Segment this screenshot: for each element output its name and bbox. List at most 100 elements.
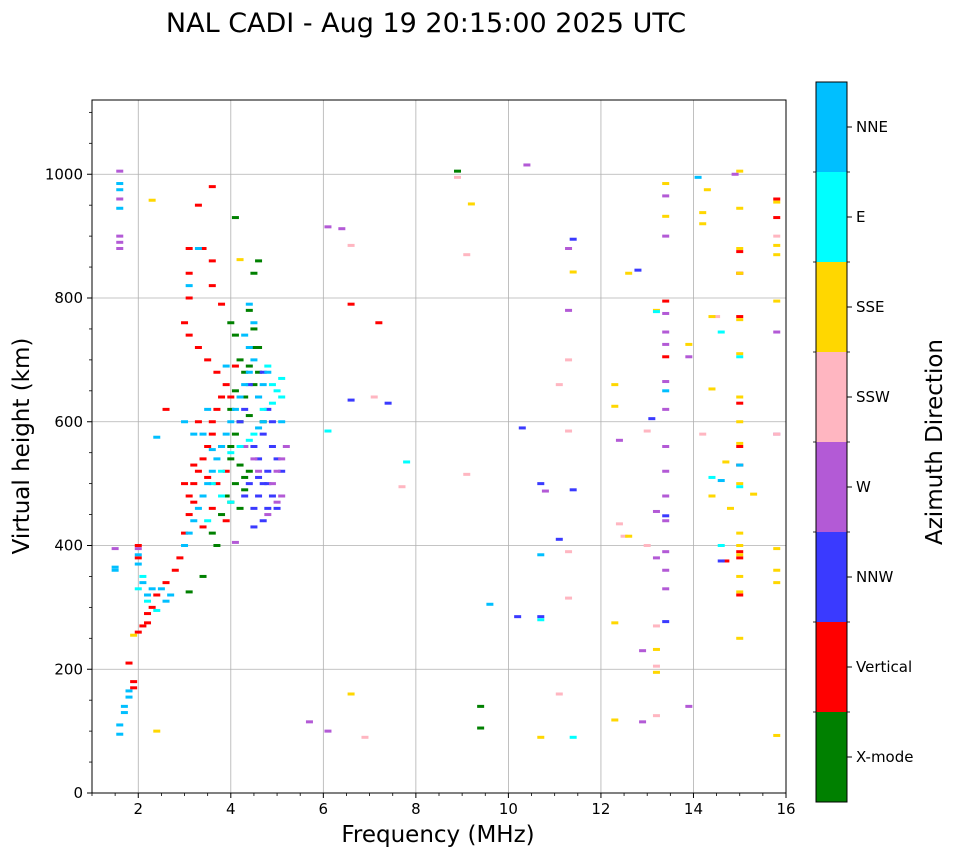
data-point [250, 506, 258, 510]
data-point [153, 435, 161, 439]
data-point [199, 525, 207, 529]
colorbar-tick-label: X-mode [856, 748, 913, 766]
data-point [625, 271, 633, 275]
data-point [162, 581, 170, 585]
data-point [153, 729, 161, 733]
data-point [736, 247, 744, 250]
data-point [241, 383, 249, 387]
data-point [537, 735, 545, 739]
data-point [699, 211, 707, 215]
data-point [213, 407, 221, 411]
data-point [125, 689, 133, 693]
data-point [273, 500, 281, 504]
data-point [116, 182, 124, 186]
data-point [361, 735, 369, 739]
data-point [634, 268, 642, 272]
data-point [541, 489, 549, 493]
data-point [324, 225, 332, 229]
data-point [736, 352, 744, 356]
data-point [264, 482, 272, 486]
data-point [773, 197, 781, 201]
data-point [199, 457, 207, 461]
data-point [227, 500, 235, 504]
data-point [218, 513, 226, 517]
data-point [347, 398, 355, 402]
data-point [250, 346, 258, 349]
data-point [236, 395, 244, 399]
data-point [213, 457, 221, 461]
x-tick-label: 14 [684, 800, 703, 818]
data-point [218, 395, 226, 399]
data-point [144, 612, 152, 616]
data-point [213, 370, 221, 374]
data-point [268, 383, 276, 387]
data-point [273, 389, 281, 393]
data-point [773, 568, 781, 572]
data-point [185, 271, 193, 275]
colorbar-segment [816, 532, 847, 622]
data-point [264, 506, 272, 510]
data-point [111, 568, 119, 572]
colorbar-tick-label: E [856, 208, 865, 226]
data-point [245, 364, 253, 368]
data-point [736, 590, 744, 594]
data-point [134, 630, 142, 634]
data-point [736, 556, 744, 560]
data-point [611, 404, 619, 408]
data-point [204, 358, 212, 362]
data-point [699, 222, 707, 226]
data-point [241, 395, 249, 399]
data-point [685, 704, 693, 708]
data-point [523, 163, 531, 167]
data-point [463, 472, 471, 476]
data-point [190, 519, 198, 523]
data-point [167, 593, 175, 597]
data-point [245, 482, 253, 486]
data-point [241, 445, 249, 448]
data-point [736, 169, 744, 173]
data-point [264, 407, 272, 411]
y-axis-ticks: 0 200 400 600 800 1000 [45, 111, 92, 802]
colorbar: X-mode Vertical NNW W SSW SSE E NNE [813, 81, 913, 803]
data-point [120, 711, 128, 715]
data-point [116, 247, 124, 250]
data-point [250, 525, 258, 529]
data-point [250, 383, 258, 387]
data-point [139, 574, 147, 578]
data-point [537, 482, 545, 486]
data-point [662, 342, 670, 346]
data-point [736, 271, 744, 275]
data-point [222, 519, 230, 523]
data-point [208, 284, 216, 288]
data-point [231, 432, 239, 436]
data-point [250, 358, 258, 362]
data-point [139, 581, 147, 585]
data-point [231, 482, 239, 486]
data-point [259, 420, 267, 424]
data-point [255, 259, 263, 263]
data-point [773, 432, 781, 436]
data-point [615, 438, 623, 442]
colorbar-label: Azimuth Direction [922, 339, 948, 545]
data-point [264, 513, 272, 517]
data-point [130, 686, 138, 690]
data-point [204, 407, 212, 411]
data-point [273, 457, 281, 461]
data-point [116, 723, 124, 727]
data-point [477, 726, 485, 730]
data-point [726, 506, 734, 510]
data-point [662, 214, 670, 218]
data-point [250, 327, 258, 331]
data-point [125, 695, 133, 699]
data-point [250, 271, 258, 275]
y-tick-label: 1000 [45, 165, 83, 183]
data-point [245, 383, 253, 387]
data-point [208, 259, 216, 263]
data-point [222, 432, 230, 436]
data-point [569, 270, 577, 274]
data-point [662, 514, 670, 518]
data-point [736, 463, 744, 467]
series-vertical [125, 185, 781, 690]
data-point [231, 333, 239, 337]
